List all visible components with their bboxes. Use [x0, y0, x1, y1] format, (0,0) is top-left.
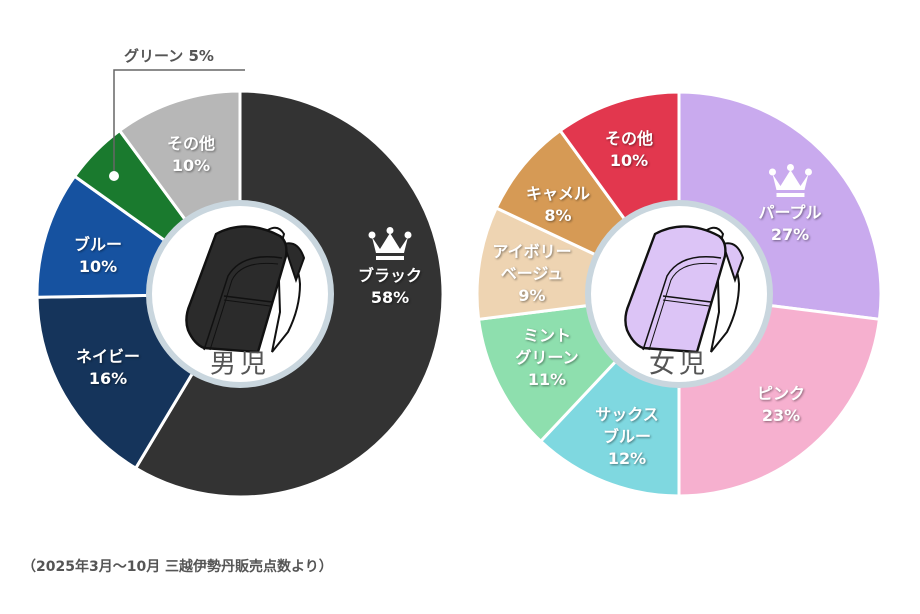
boys-donut — [35, 89, 445, 499]
boys-slice-label-0: ブラック 58% — [358, 227, 422, 309]
boys-slice-label-3: その他 10% — [167, 133, 215, 177]
girls-slice-label-6: その他 10% — [605, 128, 653, 172]
slice-name: ミント — [522, 326, 572, 345]
crown-icon — [368, 227, 412, 260]
slice-name: ピンク — [756, 384, 806, 403]
slice-name: アイボリー — [492, 242, 572, 261]
crown-icon — [768, 164, 812, 197]
green-callout-label: グリーン 5% — [124, 47, 214, 65]
girls-slice-label-0: パープル 27% — [758, 164, 822, 246]
slice-name: ネイビー — [75, 347, 141, 366]
slice-percent: 58% — [370, 288, 410, 307]
slice-percent: 10% — [609, 151, 649, 170]
girls-slice-label-3: ミントグリーン 11% — [515, 325, 578, 391]
slice-percent: 10% — [78, 257, 118, 276]
school-bag-icon — [185, 225, 306, 354]
slice-name: その他 — [166, 134, 216, 153]
boys-slice-label-1: ネイビー 16% — [76, 346, 140, 390]
girls-slice-label-4: アイボリーベージュ 9% — [492, 241, 571, 307]
source-note: （2025年3月〜10月 三越伊勢丹販売点数より） — [22, 559, 333, 575]
slice-name: その他 — [604, 129, 654, 148]
slice-name: パープル — [758, 203, 822, 222]
slice-percent: 10% — [171, 156, 211, 175]
slice-name: ブラック — [357, 266, 423, 285]
slice-percent: 9% — [518, 286, 546, 305]
slice-percent: 12% — [607, 449, 647, 468]
slice-percent: 11% — [527, 370, 567, 389]
girls-donut — [475, 90, 883, 498]
girls-slice-label-1: ピンク 23% — [757, 383, 805, 427]
callout-dot — [109, 171, 119, 181]
slice-name: キャメル — [525, 184, 591, 203]
girls-center-title: 女児 — [648, 349, 710, 380]
slice-name: ブルー — [73, 235, 123, 254]
slice-name: サックス — [595, 405, 659, 424]
callout-line — [113, 69, 245, 176]
boys-center-title: 男児 — [209, 349, 271, 380]
school-bag-icon — [624, 225, 745, 354]
girls-slice-label-5: キャメル 8% — [526, 183, 590, 227]
slice-percent: 23% — [761, 406, 801, 425]
slice-percent: 27% — [770, 225, 810, 244]
slice-name: ブルー — [602, 427, 651, 446]
girls-slice-label-2: サックスブルー 12% — [595, 404, 659, 470]
boys-slice-label-2: ブルー 10% — [74, 234, 122, 278]
slice-percent: 8% — [544, 206, 572, 225]
slice-name: グリーン — [515, 348, 579, 367]
slice-percent: 16% — [88, 369, 128, 388]
slice-name: ベージュ — [500, 264, 564, 283]
